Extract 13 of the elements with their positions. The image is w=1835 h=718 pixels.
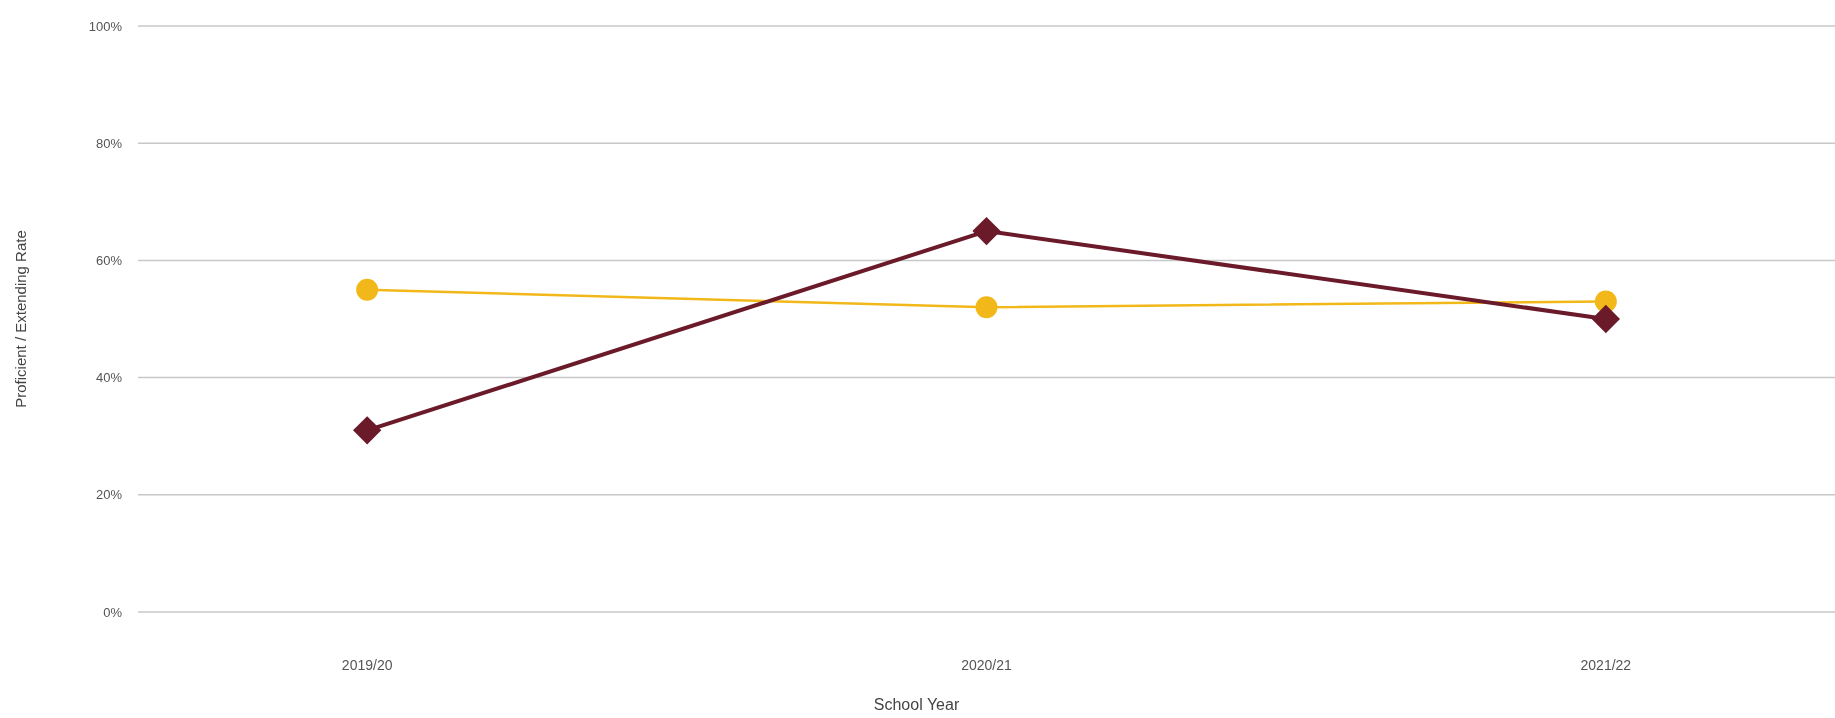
x-tick-label: 2019/20 [341,657,393,673]
y-tick-label: 20% [95,487,123,503]
x-tick-label: 2021/22 [1580,657,1632,673]
x-tick-label: 2020/21 [961,657,1013,673]
point [356,278,379,301]
y-tick-label: 80% [95,135,123,151]
y-tick-label: 60% [95,252,123,268]
y-tick-label: 100% [88,18,123,34]
x-axis-title: School Year [873,696,960,713]
point [975,296,998,319]
y-tick-label: 0% [103,604,123,620]
y-axis-title: Proficient / Extending Rate [12,230,29,408]
y-tick-label: 40% [95,370,123,386]
